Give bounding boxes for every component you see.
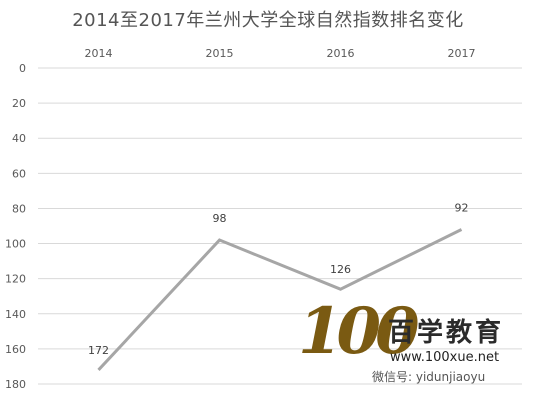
x-tick-label: 2017	[448, 47, 476, 60]
y-tick-label: 80	[12, 202, 26, 215]
y-tick-label: 140	[5, 308, 26, 321]
y-tick-label: 160	[5, 343, 26, 356]
x-tick-label: 2015	[206, 47, 234, 60]
watermark-name: 百学教育	[388, 318, 505, 348]
watermark-url: www.100xue.net	[390, 350, 500, 365]
data-label: 92	[455, 202, 469, 215]
data-label: 172	[88, 344, 109, 357]
y-tick-label: 20	[12, 97, 26, 110]
series-line	[97, 228, 463, 371]
x-tick-label: 2016	[327, 47, 355, 60]
y-tick-label: 120	[5, 273, 26, 286]
watermark: 100 百学教育 www.100xue.net 微信号: yidunjiaoyu	[298, 300, 528, 396]
chart-title: 2014至2017年兰州大学全球自然指数排名变化	[72, 10, 464, 31]
y-tick-label: 40	[12, 132, 26, 145]
y-tick-label: 0	[19, 62, 26, 75]
y-tick-label: 180	[5, 378, 26, 391]
watermark-logo: 100	[298, 294, 420, 369]
x-tick-label: 2014	[85, 47, 113, 60]
watermark-wechat: 微信号: yidunjiaoyu	[372, 370, 486, 384]
data-label: 98	[213, 212, 227, 225]
data-label: 126	[330, 263, 351, 276]
y-tick-label: 60	[12, 167, 26, 180]
y-tick-label: 100	[5, 238, 26, 251]
